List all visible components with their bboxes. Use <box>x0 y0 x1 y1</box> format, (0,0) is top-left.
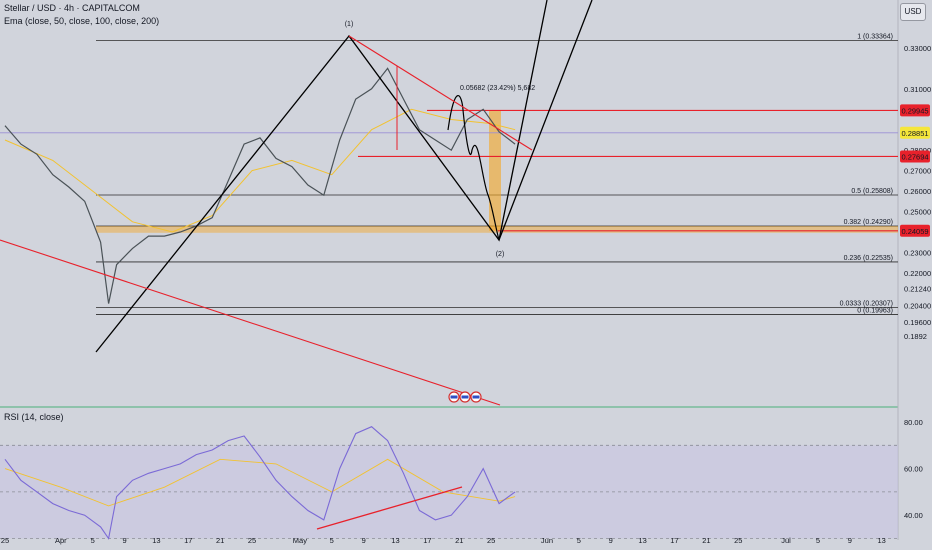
time-axis-tick: 9 <box>848 536 852 545</box>
time-axis-tick: 21 <box>455 536 463 545</box>
price-axis-tick: 0.19600 <box>904 318 931 327</box>
time-axis-tick: 13 <box>878 536 886 545</box>
ema-line <box>4 108 516 233</box>
time-axis-tick: 5 <box>816 536 820 545</box>
wave-label-2: (2) <box>496 251 505 258</box>
time-axis-tick: Jul <box>781 536 791 545</box>
price-tag-label: 0.24059 <box>901 227 928 236</box>
projection-bar <box>489 110 501 231</box>
rsi-indicator-label[interactable]: RSI (14, close) <box>4 412 64 422</box>
price-axis-tick: 0.21240 <box>904 284 931 293</box>
time-axis-tick: 25 <box>248 536 256 545</box>
fib-level-label: 0.382 (0.24290) <box>844 219 893 226</box>
currency-button[interactable]: USD <box>900 3 926 21</box>
time-axis-tick: 25 <box>1 536 9 545</box>
time-axis-tick: 9 <box>122 536 126 545</box>
price-axis-tick: 0.20400 <box>904 302 931 311</box>
price-axis-tick: 0.22000 <box>904 269 931 278</box>
flag-icon-stripe <box>472 395 480 399</box>
fib-level-label: 1 (0.33364) <box>857 34 893 41</box>
rsi-axis-tick: 40.00 <box>904 511 923 520</box>
time-axis-tick: 25 <box>734 536 742 545</box>
time-axis-tick: 21 <box>702 536 710 545</box>
price-tag-label: 0.29945 <box>901 106 928 115</box>
price-tag <box>900 224 930 237</box>
fib-level-label: 0.236 (0.22535) <box>844 255 893 262</box>
measure-label: 0.05682 (23.42%) 5,682 <box>460 85 535 92</box>
projection-line <box>498 0 593 241</box>
wave-drawing-line <box>95 0 548 353</box>
long-trendline <box>0 239 501 406</box>
time-axis-tick: 17 <box>670 536 678 545</box>
price-tag-label: 0.28851 <box>901 129 928 138</box>
time-axis-tick: 17 <box>423 536 431 545</box>
time-axis-tick: Jun <box>541 536 553 545</box>
rsi-trendline <box>316 486 463 530</box>
event-flags-icon[interactable] <box>448 391 482 403</box>
price-tag <box>900 150 930 163</box>
time-axis-tick: 5 <box>91 536 95 545</box>
time-axis-tick: 25 <box>487 536 495 545</box>
price-axis-tick: 0.26000 <box>904 187 931 196</box>
price-axis-tick: 0.1892 <box>904 332 927 341</box>
time-axis-tick: May <box>293 536 307 545</box>
price-line <box>4 67 516 304</box>
price-tag-label: 0.27694 <box>901 152 928 161</box>
price-axis-tick: 0.33000 <box>904 44 931 53</box>
wave-label-1: (1) <box>345 21 354 28</box>
symbol-title: Stellar / USD · 4h · CAPITALCOM <box>4 3 140 13</box>
time-axis-tick: 13 <box>638 536 646 545</box>
fib-level-label: 0 (0.19963) <box>857 308 893 315</box>
fib-level-label: 0.0333 (0.20307) <box>840 301 893 308</box>
time-axis-tick: 9 <box>362 536 366 545</box>
flag-icon-stripe <box>461 395 469 399</box>
time-axis-tick: 13 <box>391 536 399 545</box>
time-axis-tick: 5 <box>330 536 334 545</box>
flag-icon-stripe <box>450 395 458 399</box>
rsi-axis-tick: 80.00 <box>904 418 923 427</box>
price-axis-tick: 0.27000 <box>904 167 931 176</box>
rsi-ma-line <box>4 458 516 507</box>
price-axis-tick: 0.31000 <box>904 85 931 94</box>
descending-trendline <box>348 35 533 151</box>
time-axis-tick: 13 <box>152 536 160 545</box>
price-tag <box>900 126 930 139</box>
price-axis-tick: 0.25000 <box>904 208 931 217</box>
time-axis-tick: Apr <box>55 536 67 545</box>
fib-level-label: 0.5 (0.25808) <box>851 188 893 195</box>
time-axis-tick: 21 <box>216 536 224 545</box>
time-axis-tick: 5 <box>577 536 581 545</box>
time-axis-tick: 17 <box>184 536 192 545</box>
price-axis-tick: 0.23000 <box>904 248 931 257</box>
price-tag <box>900 104 930 117</box>
rsi-axis-tick: 60.00 <box>904 465 923 474</box>
forecast-path <box>447 95 500 241</box>
time-axis-tick: 9 <box>609 536 613 545</box>
ema-indicator-label[interactable]: Ema (close, 50, close, 100, close, 200) <box>4 16 160 26</box>
rsi-line <box>4 426 516 540</box>
